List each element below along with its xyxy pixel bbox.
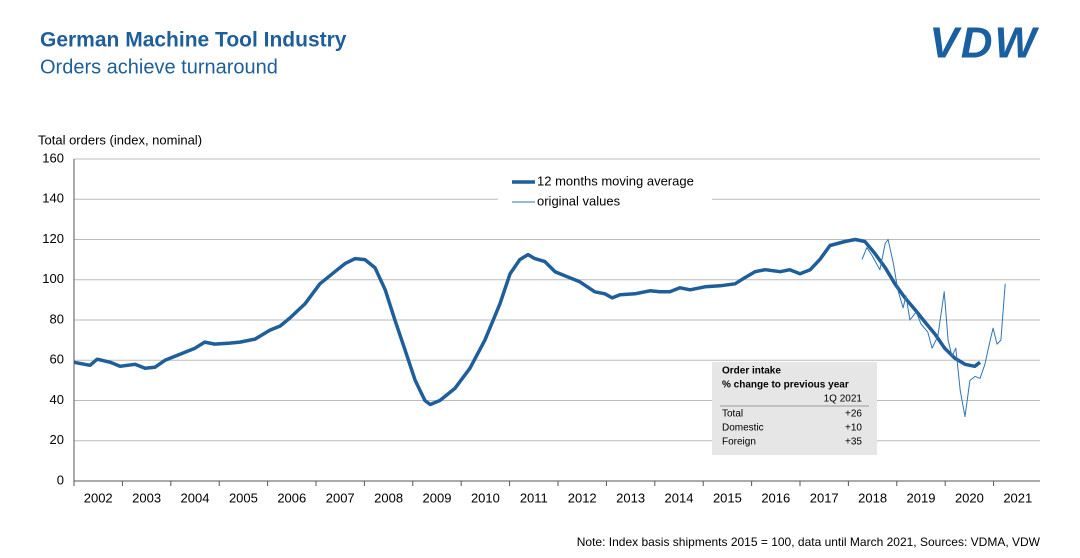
y-tick-label: 20: [50, 432, 64, 447]
note: Note: Index basis shipments 2015 = 100, …: [577, 535, 1041, 549]
x-tick-label: 2021: [1003, 490, 1032, 505]
x-tick-label: 2012: [568, 490, 597, 505]
x-tick-label: 2004: [181, 490, 210, 505]
y-tick-label: 60: [50, 352, 64, 367]
x-tick-label: 2015: [713, 490, 742, 505]
y-tick-label: 40: [50, 392, 64, 407]
x-tick-label: 2006: [277, 490, 306, 505]
x-tick-label: 2009: [423, 490, 452, 505]
x-tick-label: 2014: [665, 490, 694, 505]
inset-row-value: +26: [845, 409, 862, 420]
x-tick-label: 2007: [326, 490, 355, 505]
inset-row-label: Domestic: [722, 423, 764, 434]
legend-bg: [498, 172, 712, 216]
x-tick-label: 2011: [520, 490, 548, 505]
inset-box: [712, 362, 877, 455]
inset-period: 1Q 2021: [824, 394, 863, 405]
inset-row-label: Foreign: [722, 437, 756, 448]
x-tick-label: 2018: [858, 490, 887, 505]
y-tick-label: 140: [42, 191, 64, 206]
inset-row-label: Total: [722, 409, 743, 420]
line: [861, 239, 1006, 418]
y-tick-label: 100: [42, 271, 64, 286]
legend-label: original values: [537, 193, 621, 208]
y-tick-label: 0: [57, 472, 64, 487]
x-tick-label: 2019: [907, 490, 936, 505]
chart-subtitle: Orders achieve turnaround: [40, 56, 278, 78]
y-axis-label: Total orders (index, nominal): [38, 132, 202, 147]
x-tick-label: 2013: [616, 490, 645, 505]
x-tick-label: 2002: [84, 490, 113, 505]
inset-row-value: +10: [845, 423, 862, 434]
line: [73, 237, 982, 407]
y-tick-label: 160: [42, 150, 64, 165]
logo: VDW: [929, 19, 1039, 68]
x-tick-label: 2010: [471, 490, 500, 505]
legend-label: 12 months moving average: [537, 173, 694, 188]
inset-row-value: +35: [845, 437, 862, 448]
chart-title: German Machine Tool Industry: [40, 29, 347, 52]
inset-subtitle: % change to previous year: [722, 380, 849, 391]
x-tick-label: 2008: [374, 490, 403, 505]
x-tick-label: 2017: [810, 490, 839, 505]
x-tick-label: 2020: [955, 490, 984, 505]
x-tick-label: 2003: [132, 490, 161, 505]
y-tick-label: 120: [42, 231, 64, 246]
x-tick-label: 2005: [229, 490, 258, 505]
inset-title: Order intake: [722, 366, 781, 377]
x-tick-label: 2016: [761, 490, 790, 505]
y-tick-label: 80: [50, 311, 64, 326]
